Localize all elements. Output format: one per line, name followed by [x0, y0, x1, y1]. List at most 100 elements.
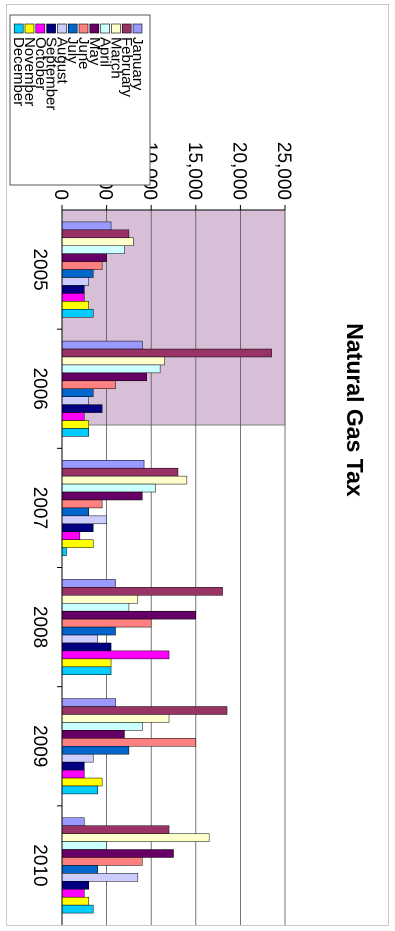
bar-march-2007 — [61, 475, 188, 485]
legend-swatch-september — [46, 23, 56, 34]
bar-july-2008 — [61, 626, 116, 636]
legend-label-october: October — [32, 37, 49, 90]
legend-label-march: March — [107, 37, 124, 79]
bar-june-2008 — [61, 618, 152, 628]
bar-october-2010 — [61, 889, 85, 898]
bar-april-2009 — [61, 722, 143, 731]
bar-january-2005 — [61, 221, 112, 231]
x-tick-label: 2010 — [29, 844, 50, 886]
bar-september-2010 — [61, 881, 90, 890]
legend-label-september: September — [43, 37, 60, 110]
bar-december-2005 — [61, 309, 94, 318]
bar-march-2010 — [61, 833, 210, 842]
x-tick-label: 2006 — [29, 368, 50, 410]
bar-november-2007 — [61, 539, 94, 548]
bar-january-2009 — [61, 698, 116, 707]
bar-august-2008 — [61, 634, 98, 644]
bar-october-2008 — [61, 650, 170, 660]
bar-august-2005 — [61, 277, 90, 286]
legend-swatch-july — [67, 23, 78, 34]
legend: JanuaryFebruaryMarchAprilMayJuneJulyAugu… — [9, 14, 151, 186]
bar-june-2005 — [61, 261, 103, 270]
bar-june-2006 — [61, 380, 116, 389]
bar-may-2007 — [61, 491, 143, 501]
bar-december-2007 — [61, 547, 67, 556]
bar-december-2008 — [61, 666, 112, 675]
legend-label-december: December — [10, 37, 27, 106]
bar-december-2009 — [61, 785, 98, 795]
bar-november-2005 — [61, 301, 90, 310]
x-tick-label: 2007 — [29, 487, 50, 529]
bar-may-2006 — [61, 372, 147, 382]
bar-may-2005 — [61, 253, 107, 262]
bar-april-2005 — [61, 245, 125, 254]
bar-february-2008 — [61, 587, 223, 596]
bar-september-2008 — [61, 642, 112, 652]
bar-march-2006 — [61, 356, 165, 366]
legend-swatch-june — [78, 23, 89, 34]
x-tick-label: 2005 — [29, 248, 50, 290]
bar-november-2009 — [61, 777, 103, 787]
bar-november-2010 — [61, 896, 90, 906]
legend-swatch-january — [132, 23, 143, 34]
legend-swatch-december — [13, 23, 24, 34]
legend-label-july: July — [64, 37, 81, 64]
bar-july-2010 — [61, 865, 98, 874]
bar-january-2008 — [61, 579, 116, 588]
legend-label-may: May — [86, 37, 103, 66]
bar-september-2005 — [61, 285, 85, 294]
bars — [61, 221, 272, 914]
bar-may-2010 — [61, 849, 174, 858]
legend-label-june: June — [75, 37, 92, 70]
x-axis-ticks: 2005 2006 2007 2008 2009 2010 — [29, 248, 62, 887]
bar-march-2005 — [61, 237, 134, 247]
bar-november-2008 — [61, 658, 112, 668]
bar-may-2008 — [61, 610, 197, 620]
bar-april-2006 — [61, 364, 161, 374]
bar-february-2005 — [61, 229, 130, 239]
bar-october-2009 — [61, 769, 85, 779]
legend-label-january: January — [129, 37, 146, 91]
bar-march-2009 — [61, 714, 170, 723]
bar-june-2010 — [61, 857, 143, 866]
bar-july-2007 — [61, 507, 90, 517]
bar-june-2007 — [61, 499, 103, 509]
legend-label-february: February — [118, 37, 135, 98]
bar-january-2006 — [61, 340, 143, 350]
legend-swatch-may — [89, 23, 100, 34]
legend-label-november: November — [21, 37, 38, 106]
bar-october-2005 — [61, 293, 85, 302]
bar-august-2006 — [61, 396, 90, 405]
bar-july-2006 — [61, 388, 94, 397]
bar-april-2010 — [61, 841, 107, 850]
bar-july-2005 — [61, 269, 94, 278]
legend-label-april: April — [97, 37, 114, 67]
bar-december-2006 — [61, 428, 90, 437]
bar-august-2007 — [61, 515, 107, 525]
x-tick-label: 2008 — [29, 606, 50, 648]
legend-swatch-august — [57, 23, 67, 34]
x-tick-label: 2009 — [29, 725, 50, 767]
y-tick-label: 15,000 — [184, 142, 205, 200]
bar-june-2009 — [61, 738, 197, 747]
bar-july-2009 — [61, 746, 130, 755]
y-tick-label: 0 — [50, 189, 71, 200]
bar-january-2010 — [61, 817, 85, 826]
bar-february-2007 — [61, 467, 179, 477]
chart-title: Natural Gas Tax — [342, 323, 368, 497]
bar-august-2009 — [61, 753, 94, 763]
bar-august-2010 — [61, 873, 139, 882]
legend-label-august: August — [53, 37, 70, 85]
bar-november-2006 — [61, 420, 90, 429]
bar-february-2010 — [61, 825, 170, 834]
y-tick-label: 20,000 — [228, 142, 249, 200]
bar-september-2007 — [61, 523, 94, 532]
bar-april-2007 — [61, 483, 156, 493]
bar-october-2007 — [61, 531, 81, 540]
bar-april-2008 — [61, 603, 130, 612]
bar-september-2009 — [61, 761, 85, 771]
bar-march-2008 — [61, 595, 139, 604]
bar-october-2006 — [61, 412, 85, 421]
legend-swatch-november — [24, 23, 35, 34]
bar-february-2006 — [61, 348, 272, 358]
